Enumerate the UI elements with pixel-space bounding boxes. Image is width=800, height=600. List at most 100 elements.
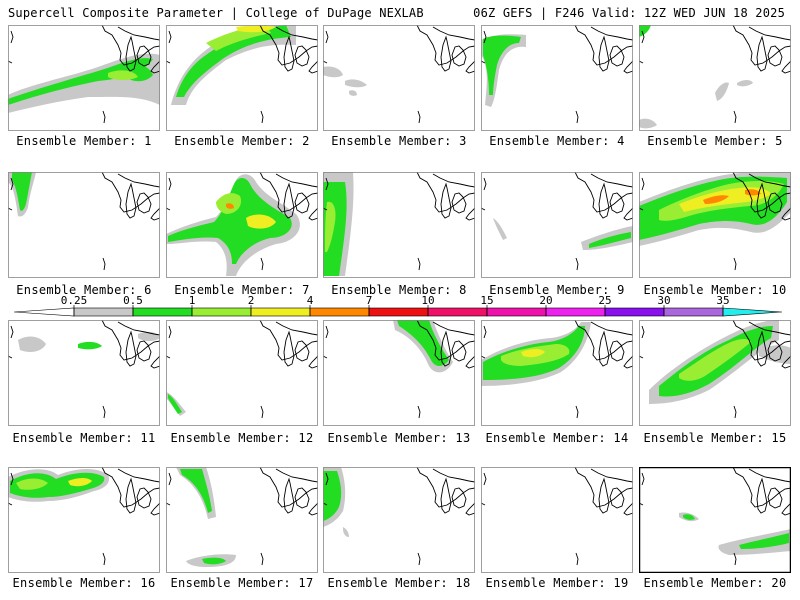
scp-contour [168,178,292,264]
coastline-outline [781,502,791,516]
colorbar-tick-label: 20 [539,296,552,307]
scp-contour [78,341,102,350]
member-label: Ensemble Member: 10 [643,283,787,297]
model-valid-time: 06Z GEFS | F246 Valid: 12Z WED JUN 18 20… [473,6,785,20]
member-map [481,25,633,131]
member-label: Ensemble Member: 1 [16,134,152,148]
ensemble-panel-6 [8,172,160,278]
coastline-outline [416,320,475,361]
coastline-outline [259,172,318,213]
member-label: Ensemble Member: 12 [170,431,314,445]
member-label: Ensemble Member: 3 [331,134,467,148]
coastline-outline [283,35,295,72]
coastline-outline [416,25,475,66]
coastline-outline [641,30,645,44]
panel-border [639,467,791,573]
colorbar-swatch [486,307,547,317]
coastline-outline [756,35,768,72]
coastline-outline [294,45,310,67]
scp-contour [493,218,507,240]
coastline-outline [117,26,160,41]
member-map [639,467,791,573]
member-map [481,320,633,426]
member-label: Ensemble Member: 13 [327,431,471,445]
coastline-outline [465,355,475,369]
coastline-outline [275,468,318,483]
member-map [639,25,791,131]
coastline-outline [275,321,318,336]
panel-border [639,172,791,278]
coastline-outline [308,207,318,221]
colorbar-tick-label: 0.5 [123,296,143,307]
member-label: Ensemble Member: 19 [485,576,629,590]
scp-contour [703,195,729,204]
coastline-outline [136,340,152,362]
coastline-outline [767,192,783,214]
coastline-outline [150,60,160,74]
coastline-outline [260,405,264,419]
panel-border [8,25,160,131]
colorbar-swatch [722,307,783,317]
coastline-outline [432,26,475,41]
colorbar-swatch [132,307,193,317]
coastline-outline [10,177,14,191]
member-label: Ensemble Member: 11 [12,431,156,445]
member-label: Ensemble Member: 9 [489,283,625,297]
coastline-outline [440,35,452,72]
coastline-outline [102,552,106,566]
ensemble-panel-16 [8,467,160,573]
scp-contour [171,25,296,105]
scp-contour [226,203,234,209]
coastline-outline [294,340,310,362]
panel-border [8,467,160,573]
ensemble-panel-3 [323,25,475,131]
ensemble-panel-17 [166,467,318,573]
coastline-outline [590,468,633,483]
scp-contour [246,214,276,229]
colorbar-swatch [368,307,429,317]
coastline-outline [590,26,633,41]
coastline-outline [432,468,475,483]
member-map [639,172,791,278]
panel-border [481,467,633,573]
ensemble-panel-11 [8,320,160,426]
coastline-outline [575,257,579,271]
coastline-outline [308,60,318,74]
coastline-outline [416,172,475,213]
member-map [8,467,160,573]
colorbar-low-arrow [14,307,75,317]
coastline-outline [575,552,579,566]
coastline-outline [417,552,421,566]
coastline-outline [101,172,160,213]
ensemble-panel-19 [481,467,633,573]
member-map [166,172,318,278]
coastline-outline [102,110,106,124]
coastline-outline [259,320,318,361]
scp-contour [180,469,212,513]
coastline-outline [598,477,610,514]
coastline-outline [748,321,791,336]
scp-contour [345,79,367,88]
coastline-outline [609,487,625,509]
coastline-outline [623,502,633,516]
panel-border [166,172,318,278]
member-label: Ensemble Member: 7 [174,283,310,297]
coastline-outline [136,487,152,509]
coastline-outline [417,110,421,124]
colorbar-tick-label: 25 [598,296,611,307]
coastline-outline [102,405,106,419]
coastline-outline [609,192,625,214]
coastline-outline [483,30,487,44]
colorbar-tick-label: 15 [480,296,493,307]
member-map [8,320,160,426]
member-label: Ensemble Member: 20 [643,576,787,590]
coastline-outline [136,192,152,214]
coastline-outline [417,405,421,419]
coastline-outline [451,45,467,67]
panel-border [166,320,318,426]
member-map [639,320,791,426]
member-map [8,172,160,278]
scp-contour [16,478,48,490]
coastline-outline [117,321,160,336]
member-label: Ensemble Member: 18 [327,576,471,590]
